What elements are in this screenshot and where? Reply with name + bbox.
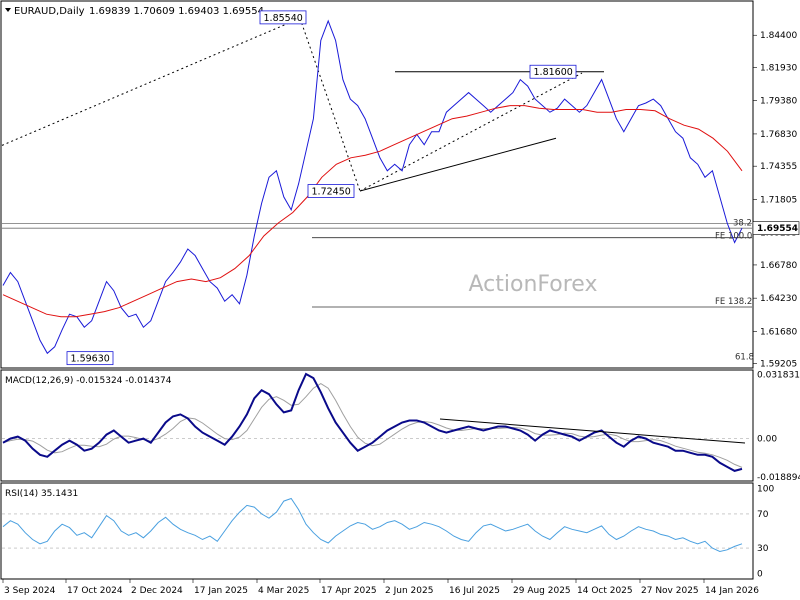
macd-panel xyxy=(0,369,754,482)
price-ytick-label: 1.71805 xyxy=(760,195,797,205)
macd-ytick-label: 0.031831 xyxy=(757,370,800,380)
price-ytick-label: 1.84400 xyxy=(760,31,797,41)
price-ytick-label: 1.64230 xyxy=(760,294,797,304)
annotation-label: 1.85540 xyxy=(264,13,303,24)
rsi-line xyxy=(2,497,743,553)
rsi-ytick-label: 70 xyxy=(757,510,769,520)
macd-title: MACD(12,26,9) -0.015324 -0.014374 xyxy=(5,376,172,386)
level-label: FE 138.2 xyxy=(715,297,752,307)
macd-ytick-label: 0.00 xyxy=(757,435,777,445)
level-label: 38.2 xyxy=(733,219,752,229)
annotation-label: 1.72450 xyxy=(312,187,351,198)
annotation-box xyxy=(66,351,114,366)
rsi-ytick-label: 0 xyxy=(757,570,763,580)
macd-ytick-label: -0.018894 xyxy=(757,473,800,483)
dotted-trendline-drop xyxy=(299,18,361,192)
x-tick-label: 14 Oct 2025 xyxy=(577,586,633,596)
macd-trendline xyxy=(439,418,746,444)
annotation-box xyxy=(259,10,307,25)
level-label: FE 100.0 xyxy=(715,232,752,242)
annotation-box xyxy=(529,64,577,79)
x-tick-label: 17 Apr 2025 xyxy=(321,586,377,596)
x-tick-label: 17 Oct 2024 xyxy=(67,586,123,596)
price-ytick-label: 1.61680 xyxy=(760,327,797,337)
last-price-tag xyxy=(752,221,800,235)
rsi-ytick-label: 100 xyxy=(757,484,774,494)
x-tick-label: 27 Nov 2025 xyxy=(641,586,699,596)
price-ytick-label: 1.66780 xyxy=(760,261,797,271)
macd-signal-line xyxy=(2,383,743,468)
x-tick-label: 3 Sep 2024 xyxy=(4,586,56,596)
price-ytick-label: 1.59205 xyxy=(760,360,797,370)
annotation-box xyxy=(307,184,355,198)
price-ytick-label: 1.81930 xyxy=(760,63,797,73)
price-ytick-label: 1.79380 xyxy=(760,97,797,107)
support-trendline xyxy=(359,137,557,192)
x-tick-label: 4 Mar 2025 xyxy=(258,586,309,596)
dropdown-triangle-icon[interactable] xyxy=(5,8,11,12)
rsi-panel xyxy=(0,482,754,580)
annotation-label: 1.59630 xyxy=(71,354,110,365)
x-tick-label: 16 Jul 2025 xyxy=(449,586,500,596)
moving-average-line xyxy=(2,105,743,318)
rsi-title: RSI(14) 35.1431 xyxy=(5,489,78,499)
rsi-ytick-label: 30 xyxy=(757,544,769,554)
x-tick-label: 2 Jun 2025 xyxy=(385,586,433,596)
x-tick-label: 17 Jan 2025 xyxy=(194,586,248,596)
price-ytick-label: 1.76830 xyxy=(760,130,797,140)
annotation-label: 1.81600 xyxy=(534,67,573,78)
price-ytick-label: 1.74355 xyxy=(760,162,797,172)
symbol-label: EURAUD,Daily xyxy=(14,6,85,17)
dotted-trendline-left xyxy=(1,17,301,146)
ohlc-label: 1.69839 1.70609 1.69403 1.69554 xyxy=(89,6,264,17)
dotted-trendline-rise xyxy=(359,72,583,192)
last-price-text: 1.69554 xyxy=(757,224,798,234)
x-tick-label: 2 Dec 2024 xyxy=(131,586,183,596)
macd-line xyxy=(2,372,743,472)
x-tick-label: 14 Jan 2026 xyxy=(705,586,759,596)
level-label: 61.8 xyxy=(735,352,754,362)
price-series-line xyxy=(2,19,743,355)
price-panel xyxy=(0,0,754,369)
watermark: ActionForex xyxy=(469,272,598,297)
x-tick-label: 29 Aug 2025 xyxy=(513,586,571,596)
